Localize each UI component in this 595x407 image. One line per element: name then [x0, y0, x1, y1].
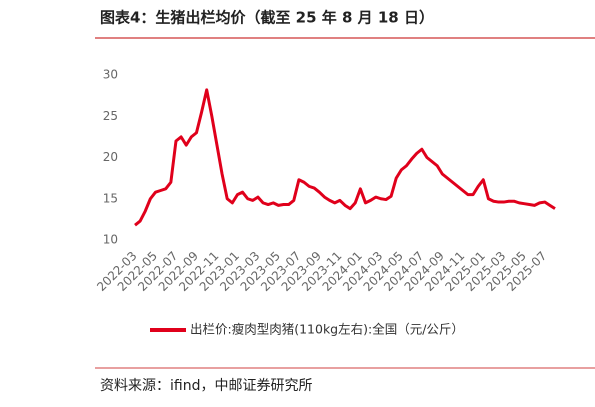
y-tick-label: 15: [103, 191, 118, 205]
series-line: [134, 88, 556, 227]
chart-title: 图表4：生猪出栏均价（截至 25 年 8 月 18 日）: [100, 9, 434, 27]
y-tick-label: 20: [103, 150, 118, 164]
y-tick-label: 10: [103, 233, 118, 247]
y-tick-label: 30: [103, 68, 118, 82]
source-note: 资料来源：ifind，中邮证券研究所: [100, 378, 312, 394]
legend-label: 出栏价:瘦肉型肉猪(110kg左右):全国（元/公斤）: [190, 322, 464, 337]
y-tick-label: 25: [103, 109, 118, 123]
